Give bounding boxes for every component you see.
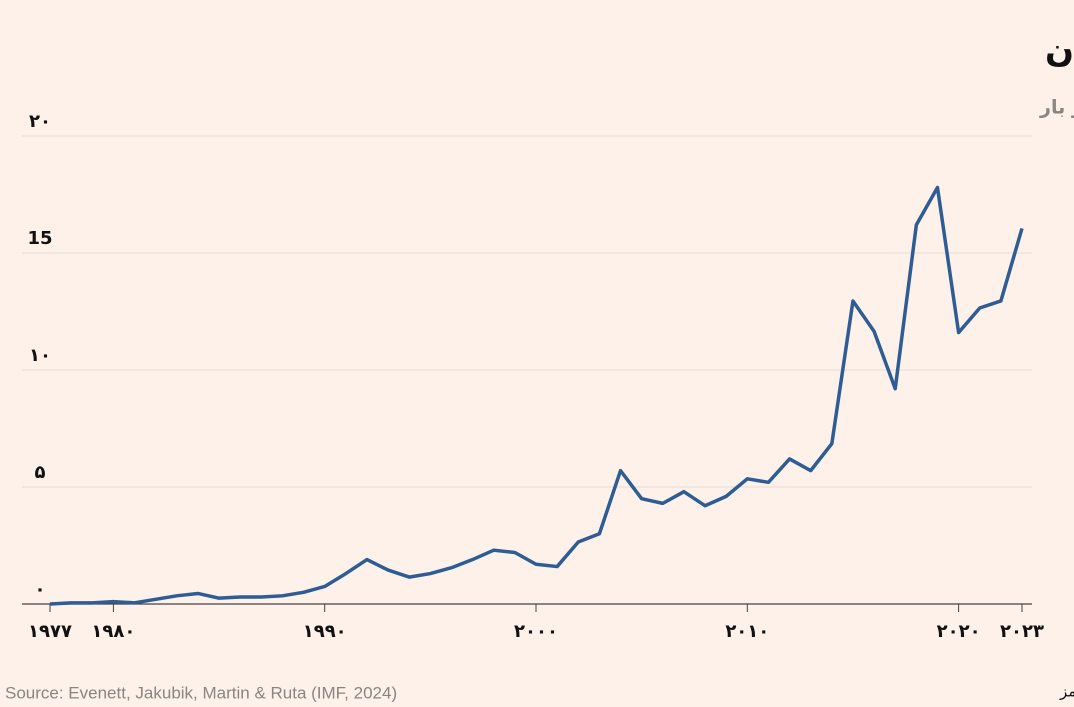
- chart-title: برجستگی سیاست صنعتی در سرتاسر جهان: [1045, 31, 1074, 71]
- y-tick-label: ۲۰: [29, 111, 51, 132]
- x-tick-label: ۱۹۸۰: [91, 621, 135, 642]
- data-line: [49, 185, 1024, 606]
- x-tick-label: ۲۰۲۰: [937, 621, 981, 642]
- x-tick-label: ۲۰۲۳: [1000, 621, 1044, 642]
- x-tick-label: ۲۰۱۰: [725, 621, 769, 642]
- x-tick-label: ۲۰۰۰: [514, 621, 558, 642]
- credit: منبع: فایننشال تایمز: [1059, 683, 1074, 701]
- source: Source: Evenett, Jakubik, Martin & Ruta …: [5, 683, 397, 702]
- x-tick-label: ۱۹۹۰: [303, 621, 347, 642]
- chart-subtitle: تعداد تکرار سیاست صنعتی در رسانه‌های اقت…: [1039, 97, 1074, 119]
- y-tick-label: 15: [27, 228, 52, 249]
- y-tick-label: ۰: [35, 579, 46, 600]
- y-tick-label: ۵: [35, 462, 46, 483]
- y-tick-label: ۱۰: [29, 345, 51, 366]
- x-tick-label: ۱۹۷۷: [28, 621, 72, 642]
